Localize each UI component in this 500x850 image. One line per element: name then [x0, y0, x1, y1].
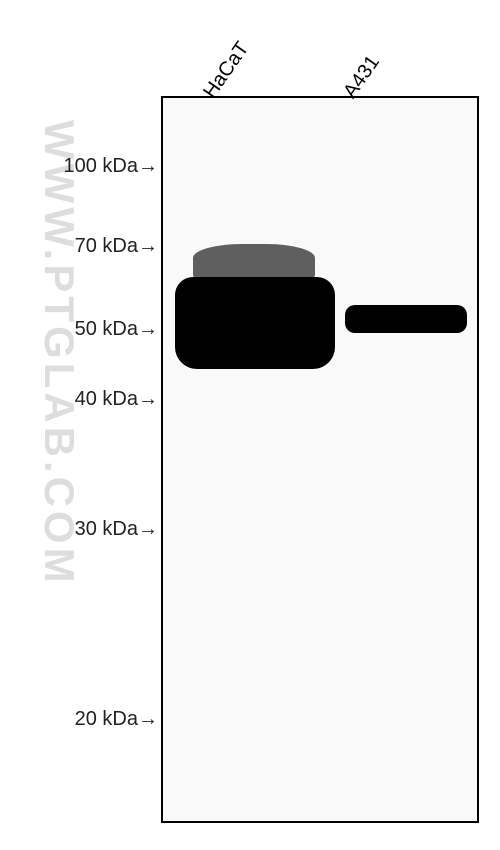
marker-40: 40 kDa→ — [75, 388, 158, 411]
band-hacat — [175, 277, 335, 369]
band-a431 — [345, 305, 467, 333]
marker-20: 20 kDa→ — [75, 708, 158, 731]
band-hacat-smear — [193, 244, 315, 279]
marker-30: 30 kDa→ — [75, 518, 158, 541]
marker-50: 50 kDa→ — [75, 318, 158, 341]
marker-70: 70 kDa→ — [75, 235, 158, 258]
figure-container: WWW.PTGLAB.COM HaCaT A431 100 kDa→ 70 kD… — [0, 0, 500, 850]
lane-label-hacat: HaCaT — [199, 38, 254, 103]
blot-frame — [161, 96, 479, 823]
marker-100: 100 kDa→ — [64, 155, 159, 178]
watermark-text: WWW.PTGLAB.COM — [35, 120, 83, 587]
